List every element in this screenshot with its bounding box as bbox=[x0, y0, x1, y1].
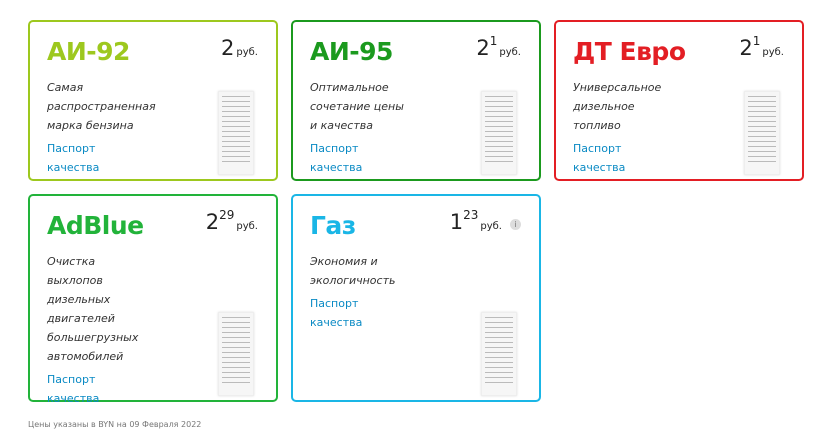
description-line: Очистка bbox=[47, 255, 96, 268]
price: 123руб. i bbox=[450, 208, 521, 234]
description: Очистка выхлопов дизельных двигателей больше… bbox=[47, 252, 157, 408]
quality-passport-link[interactable]: Паспорт качества bbox=[310, 297, 363, 329]
description-line: марка бензина bbox=[47, 119, 134, 132]
description-line: Самая bbox=[47, 81, 84, 94]
description: Универсальное дизельное топливо Паспорт каче… bbox=[573, 78, 683, 177]
description: Экономия и экологичность Паспорт качества bbox=[310, 252, 420, 332]
price: 21руб. bbox=[739, 34, 784, 60]
prices-date-note: Цены указаны в BYN на 09 Февраля 2022 bbox=[28, 420, 202, 429]
description: Самая распространенная марка бензина Паспор… bbox=[47, 78, 157, 177]
description-line: автомобилей bbox=[47, 350, 124, 363]
description-line: дизельных bbox=[47, 293, 111, 306]
description: Оптимальное сочетание цены и качества Паспо… bbox=[310, 78, 420, 177]
description-line: дизельное bbox=[573, 100, 635, 113]
description-line: двигателей bbox=[47, 312, 115, 325]
quality-passport-link[interactable]: Паспорт качества bbox=[310, 142, 363, 174]
quality-certificate-thumbnail[interactable] bbox=[218, 91, 254, 175]
description-line: распространенная bbox=[47, 100, 156, 113]
description-line: выхлопов bbox=[47, 274, 103, 287]
description-line: и качества bbox=[310, 119, 373, 132]
fuel-card: Газ 123руб. i Экономия и экологичность Пасп… bbox=[291, 194, 541, 402]
fuel-card: AdBlue 229руб. Очистка выхлопов дизельных д… bbox=[28, 194, 278, 405]
fuel-card: АИ-92 2 руб. Самая распространенная марка б… bbox=[28, 20, 278, 181]
fuel-card: ДТ Евро 21руб. Универсальное дизельное топ… bbox=[554, 20, 804, 181]
quality-certificate-thumbnail[interactable] bbox=[218, 312, 254, 396]
fuel-title: АИ-95 bbox=[310, 37, 393, 66]
quality-passport-link[interactable]: Паспорт качества bbox=[573, 142, 626, 174]
description-line: Экономия и bbox=[310, 255, 378, 268]
fuel-title: АИ-92 bbox=[47, 37, 130, 66]
quality-certificate-thumbnail[interactable] bbox=[481, 312, 517, 396]
description-line: экологичность bbox=[310, 274, 396, 287]
description-line: топливо bbox=[573, 119, 621, 132]
info-icon[interactable]: i bbox=[510, 219, 521, 230]
fuel-title: AdBlue bbox=[47, 211, 144, 240]
description-line: сочетание цены bbox=[310, 100, 404, 113]
fuel-title: Газ bbox=[310, 211, 356, 240]
quality-passport-link[interactable]: Паспорт качества bbox=[47, 373, 100, 405]
price: 21руб. bbox=[476, 34, 521, 60]
description-line: большегрузных bbox=[47, 331, 139, 344]
price: 229руб. bbox=[205, 208, 258, 234]
description-line: Оптимальное bbox=[310, 81, 389, 94]
quality-certificate-thumbnail[interactable] bbox=[744, 91, 780, 175]
quality-passport-link[interactable]: Паспорт качества bbox=[47, 142, 100, 174]
fuel-title: ДТ Евро bbox=[573, 37, 686, 66]
quality-certificate-thumbnail[interactable] bbox=[481, 91, 517, 175]
fuel-card: АИ-95 21руб. Оптимальное сочетание цены и … bbox=[291, 20, 541, 181]
price: 2 руб. bbox=[221, 36, 258, 60]
description-line: Универсальное bbox=[573, 81, 662, 94]
